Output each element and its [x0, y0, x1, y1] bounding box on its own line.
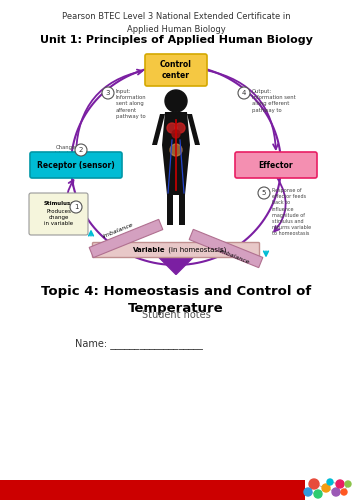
Text: imbalance: imbalance — [218, 248, 250, 265]
Circle shape — [345, 481, 351, 487]
FancyBboxPatch shape — [145, 54, 207, 86]
Circle shape — [314, 490, 322, 498]
Text: Response of
effector feeds
back to
influence
magnitude of
stimulus and
returns v: Response of effector feeds back to influ… — [272, 188, 311, 236]
Text: Variable: Variable — [133, 247, 166, 253]
Polygon shape — [179, 195, 185, 225]
Circle shape — [170, 144, 182, 156]
Circle shape — [165, 90, 187, 112]
Circle shape — [172, 130, 180, 138]
Polygon shape — [167, 195, 173, 225]
Polygon shape — [189, 230, 263, 268]
Circle shape — [102, 87, 114, 99]
Text: 2: 2 — [79, 147, 83, 153]
Circle shape — [332, 488, 340, 496]
Polygon shape — [162, 112, 190, 195]
Circle shape — [258, 187, 270, 199]
Text: Topic 4: Homeostasis and Control of
Temperature: Topic 4: Homeostasis and Control of Temp… — [41, 285, 311, 315]
Text: Student notes: Student notes — [142, 310, 210, 320]
Text: Produces
change
in variable: Produces change in variable — [44, 209, 73, 226]
Circle shape — [309, 479, 319, 489]
Circle shape — [341, 489, 347, 495]
Text: Control
center: Control center — [160, 60, 192, 80]
Text: Receptor (sensor): Receptor (sensor) — [37, 160, 115, 170]
Circle shape — [75, 144, 87, 156]
Circle shape — [304, 488, 312, 496]
Circle shape — [70, 201, 82, 213]
Text: Stimulus:: Stimulus: — [44, 201, 73, 206]
Polygon shape — [187, 114, 200, 145]
FancyBboxPatch shape — [30, 152, 122, 178]
Bar — [0, 480, 305, 500]
Circle shape — [327, 479, 333, 485]
Text: Pearson BTEC Level 3 National Extended Certificate in
Applied Human Biology: Pearson BTEC Level 3 National Extended C… — [62, 12, 290, 34]
Circle shape — [336, 480, 344, 488]
Circle shape — [167, 123, 177, 133]
Circle shape — [322, 484, 330, 492]
Text: 5: 5 — [262, 190, 266, 196]
Text: Name: ___________________: Name: ___________________ — [75, 338, 203, 349]
Polygon shape — [89, 220, 163, 258]
Text: 3: 3 — [106, 90, 110, 96]
Text: 1: 1 — [74, 204, 78, 210]
Text: Change
detected
by receptor: Change detected by receptor — [46, 145, 76, 162]
Polygon shape — [158, 256, 194, 274]
FancyBboxPatch shape — [235, 152, 317, 178]
Text: Input:
Information
sent along
afferent
pathway to: Input: Information sent along afferent p… — [116, 89, 146, 119]
Circle shape — [238, 87, 250, 99]
Text: 4: 4 — [242, 90, 246, 96]
Polygon shape — [152, 114, 165, 145]
Text: (in homeostasis): (in homeostasis) — [166, 246, 226, 253]
Text: Effector: Effector — [259, 160, 293, 170]
FancyBboxPatch shape — [92, 242, 259, 258]
Text: imbalance: imbalance — [102, 222, 134, 239]
Text: Output:
Information sent
along efferent
pathway to: Output: Information sent along efferent … — [252, 89, 296, 112]
Circle shape — [175, 123, 185, 133]
Text: Unit 1: Principles of Applied Human Biology: Unit 1: Principles of Applied Human Biol… — [40, 35, 312, 45]
FancyBboxPatch shape — [29, 193, 88, 235]
